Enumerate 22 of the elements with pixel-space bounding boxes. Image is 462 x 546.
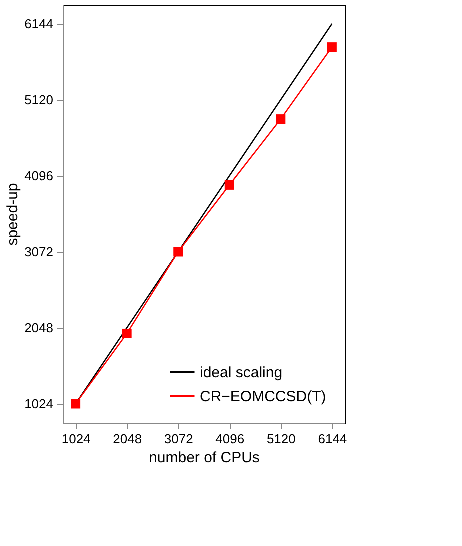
point	[327, 42, 337, 52]
x-axis-title: number of CPUs	[149, 450, 260, 466]
x-tick-label: 3072	[164, 432, 194, 446]
y-tick-label: 1024	[24, 396, 54, 412]
legend-label: CR−EOMCCSD(T)	[200, 388, 326, 406]
y-tick-label: 6144	[24, 16, 54, 32]
point	[224, 180, 234, 190]
x-tick-label: 5120	[266, 432, 296, 446]
y-tick-label: 4096	[24, 168, 54, 184]
x-tick-label: 2048	[113, 432, 142, 446]
y-tick-label: 5120	[24, 92, 54, 108]
point	[122, 328, 132, 338]
x-tick-label: 6144	[318, 432, 348, 446]
point	[71, 399, 81, 409]
legend-label: ideal scaling	[200, 364, 283, 382]
y-tick-label: 3072	[24, 244, 54, 260]
y-tick-label: 2048	[24, 320, 54, 336]
point	[276, 114, 286, 124]
x-tick-label: 1024	[62, 432, 91, 446]
x-tick-label: 4096	[216, 432, 245, 446]
point	[174, 247, 184, 257]
y-axis-title: speed-up	[4, 183, 22, 246]
